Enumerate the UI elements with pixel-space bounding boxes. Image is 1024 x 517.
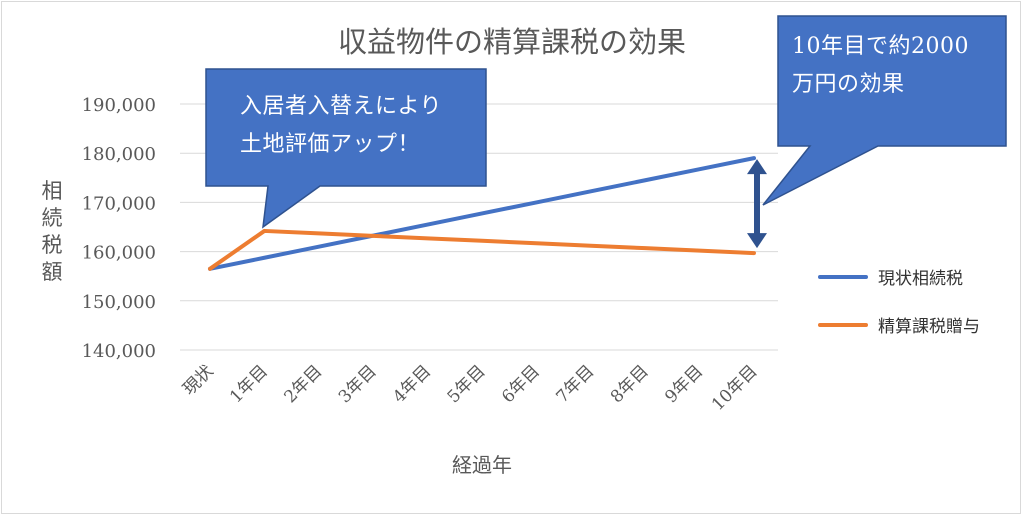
right-callout-line-1: 10年目で約2000: [792, 34, 969, 59]
y-axis-label-char: 続: [42, 206, 63, 230]
y-axis-label-char: 税: [42, 233, 63, 257]
series-line-1: [208, 156, 756, 271]
x-tick-label: 4年目: [389, 361, 435, 407]
legend-swatch-1: [818, 274, 868, 279]
x-tick-label: 1年目: [226, 361, 272, 407]
right-callout-line-2: 万円の効果: [792, 72, 905, 97]
x-tick-label: 3年目: [335, 361, 381, 407]
left-callout-line-2: 土地評価アップ！: [240, 132, 421, 157]
legend-label-1: 現状相続税: [878, 269, 963, 289]
y-axis-ticks: 140,000 150,000 160,000 170,000 180,000 190,0…: [82, 95, 156, 362]
x-axis-label: 経過年: [452, 453, 512, 477]
x-tick-label: 7年目: [552, 361, 598, 407]
left-callout-line-1: 入居者入替えにより: [240, 94, 443, 119]
x-tick-label: 10年目: [708, 361, 761, 414]
callouts: [205, 15, 1007, 249]
y-tick-label: 170,000: [82, 193, 156, 214]
y-tick-label: 180,000: [82, 144, 156, 165]
chart-title: 収益物件の精算課税の効果: [338, 25, 686, 59]
y-tick-label: 190,000: [82, 95, 156, 116]
legend-item-1: 現状相続税: [818, 264, 963, 289]
difference-arrow-head-down: [747, 233, 767, 249]
series-line-2: [208, 228, 756, 271]
y-tick-label: 160,000: [82, 243, 156, 264]
x-tick-label: 5年目: [444, 361, 490, 407]
right-callout-box: [762, 15, 1007, 206]
legend-swatch-2: [818, 322, 868, 327]
legend-label-2: 精算課税贈与: [878, 317, 980, 337]
left-callout-box: [205, 68, 487, 229]
y-tick-label: 140,000: [82, 341, 156, 362]
y-tick-label: 150,000: [82, 292, 156, 313]
x-tick-label: 現状: [179, 361, 217, 399]
difference-arrow-head-up: [747, 159, 767, 175]
y-axis-label-char: 相: [42, 179, 63, 203]
x-tick-label: 6年目: [498, 361, 544, 407]
x-tick-label: 2年目: [280, 361, 326, 407]
y-axis-label-char: 額: [42, 260, 63, 284]
right-callout-text: 10年目で約2000 万円の効果: [792, 28, 969, 104]
series-lines: [208, 156, 756, 271]
x-tick-label: 9年目: [661, 361, 707, 407]
legend-item-2: 精算課税贈与: [818, 312, 980, 337]
x-tick-label: 8年目: [607, 361, 653, 407]
left-callout-text: 入居者入替えにより 土地評価アップ！: [240, 88, 442, 164]
x-axis-ticks: 現状 1年目 2年目 3年目 4年目 5年目 6年目 7年目 8年目 9年目 10年目: [179, 361, 761, 414]
